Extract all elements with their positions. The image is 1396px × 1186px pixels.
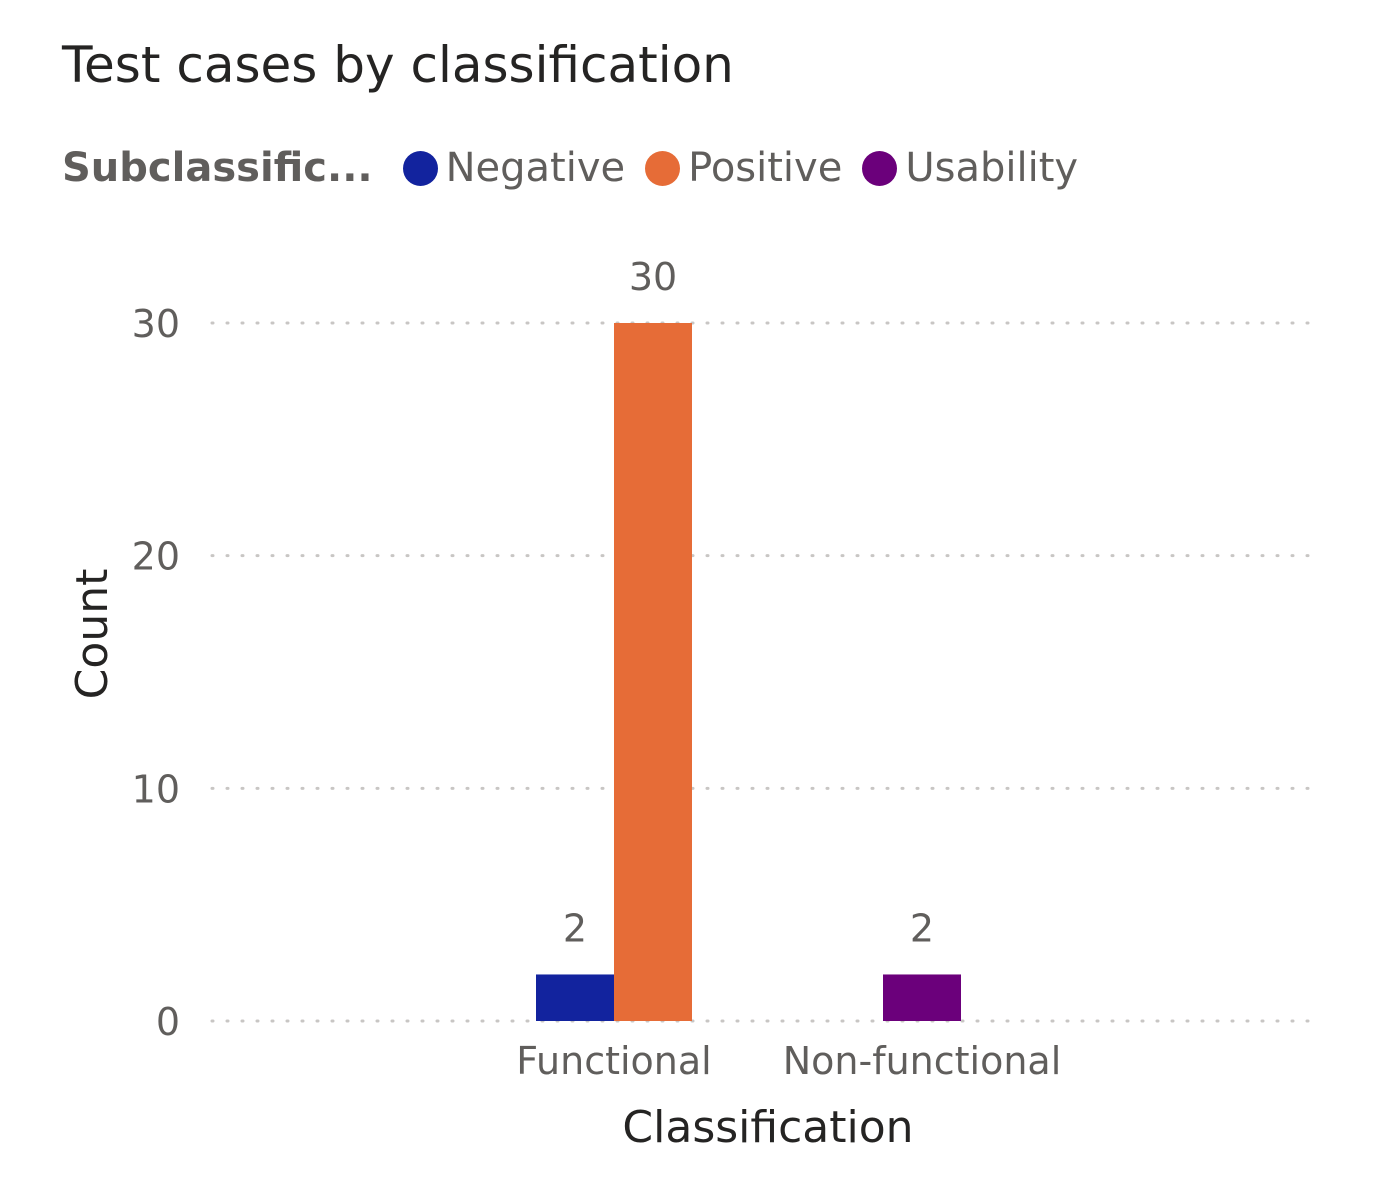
bar-non-functional-usability[interactable] (883, 974, 961, 1021)
x-tick-label-functional: Functional (516, 1039, 711, 1083)
legend: Subclassific... Negative Positive Usabil… (62, 140, 1098, 196)
legend-label-usability: Usability (905, 145, 1079, 191)
legend-item-positive[interactable]: Positive (645, 145, 842, 191)
y-tick-label-30: 30 (132, 302, 180, 346)
y-tick-label-10: 10 (132, 767, 180, 811)
x-axis-ticks: Functional Non-functional (516, 1039, 1061, 1083)
bar-functional-positive[interactable] (614, 323, 692, 1021)
legend-dot-negative (402, 150, 438, 186)
y-tick-label-0: 0 (156, 1000, 180, 1044)
legend-title: Subclassific... (62, 145, 373, 191)
legend-item-usability[interactable]: Usability (862, 145, 1078, 191)
legend-item-negative[interactable]: Negative (402, 145, 626, 191)
legend-label-positive: Positive (688, 145, 843, 191)
bars (536, 323, 961, 1021)
data-labels: 2 30 2 (563, 255, 934, 950)
bar-functional-negative[interactable] (536, 974, 614, 1021)
y-tick-label-20: 20 (132, 535, 180, 579)
legend-dot-positive (645, 150, 681, 186)
legend-label-negative: Negative (445, 145, 626, 191)
x-tick-label-non-functional: Non-functional (783, 1039, 1062, 1083)
y-axis-ticks: 0 10 20 30 (132, 302, 180, 1044)
y-axis-title: Count (67, 569, 118, 700)
data-label-functional-negative: 2 (563, 906, 587, 950)
x-axis-title: Classification (622, 1102, 913, 1153)
gridlines (210, 321, 1320, 1023)
legend-dot-usability (862, 150, 898, 186)
data-label-non-functional-usability: 2 (910, 906, 934, 950)
data-label-functional-positive: 30 (629, 255, 677, 299)
chart-title: Test cases by classification (62, 36, 734, 94)
